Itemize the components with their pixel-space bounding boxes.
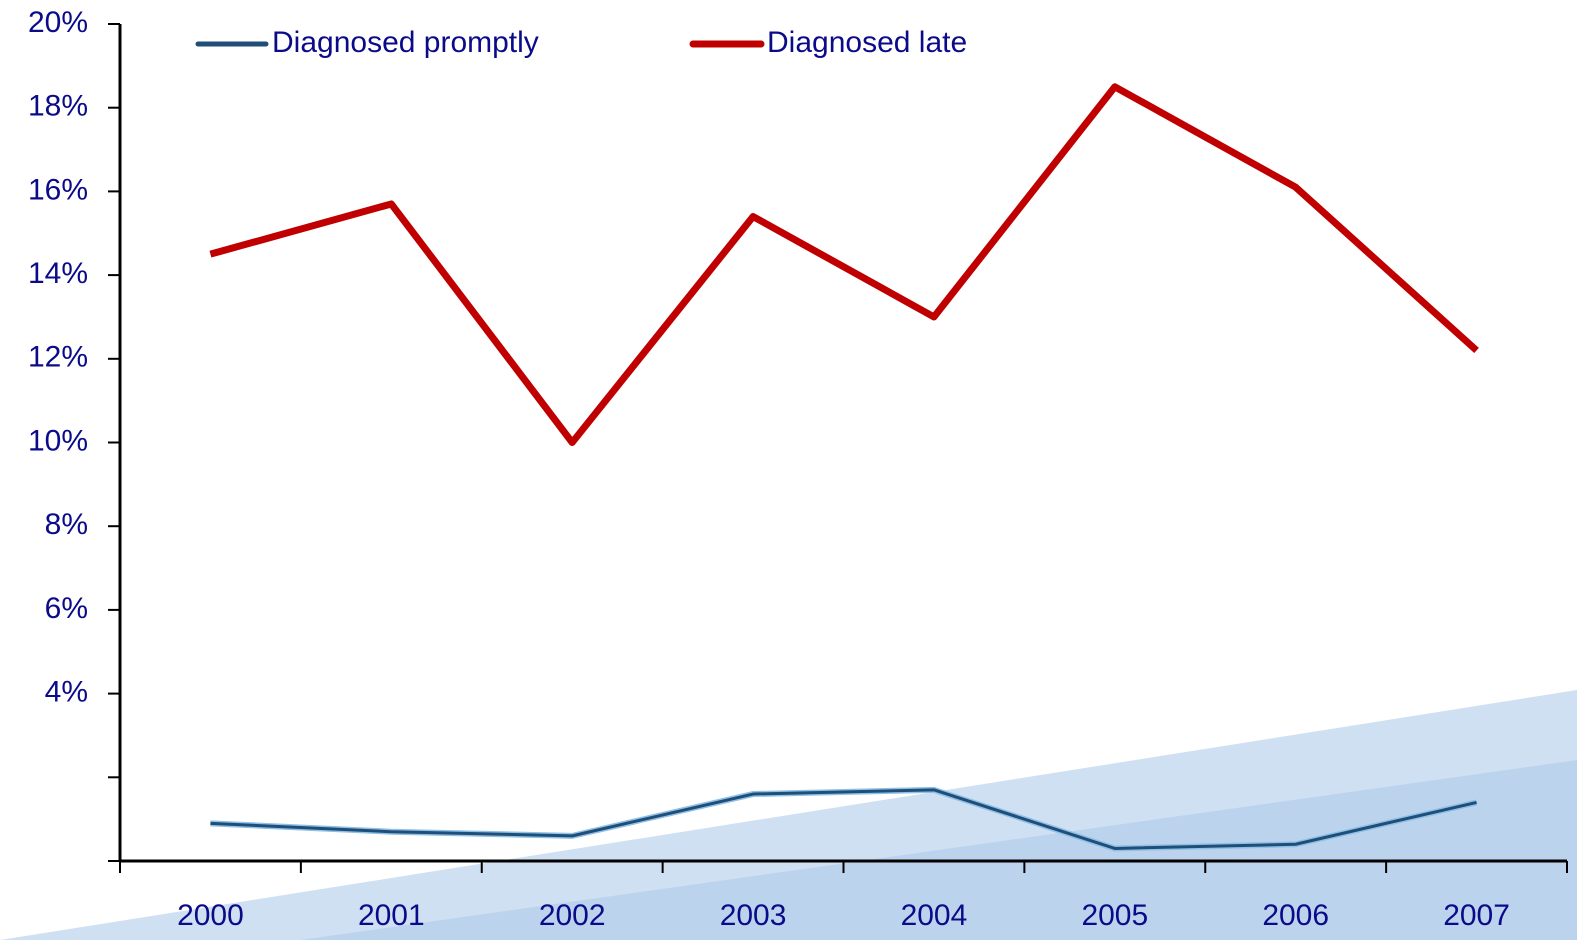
y-tick-label: 8%: [45, 508, 88, 541]
y-tick-label: 16%: [28, 173, 88, 206]
x-tick-label: 2003: [720, 899, 787, 932]
y-tick-label: 4%: [45, 676, 88, 709]
x-tick-label: 2004: [901, 899, 968, 932]
y-tick-label: 18%: [28, 90, 88, 123]
x-tick-label: 2002: [539, 899, 606, 932]
x-tick-label: 2001: [358, 899, 425, 932]
y-tick-label: 6%: [45, 592, 88, 625]
y-tick-label: 20%: [28, 6, 88, 39]
chart: 4% 6% 8% 10% 12% 14% 16% 18% 20% 2000 2001 2002 2003…: [0, 0, 1577, 940]
series-line: [210, 87, 1476, 443]
y-tick-label: 14%: [28, 257, 88, 290]
x-tick-label: 2000: [177, 899, 244, 932]
page: {"chart_data": {"type": "line", "categor…: [0, 0, 1577, 940]
legend-label: Diagnosed promptly: [272, 26, 539, 59]
y-tick-label: 10%: [28, 424, 88, 457]
x-tick-label: 2005: [1081, 899, 1148, 932]
y-tick-label: 12%: [28, 341, 88, 374]
x-tick-label: 2006: [1262, 899, 1329, 932]
legend-label: Diagnosed late: [767, 26, 967, 59]
x-tick-label: 2007: [1443, 899, 1510, 932]
